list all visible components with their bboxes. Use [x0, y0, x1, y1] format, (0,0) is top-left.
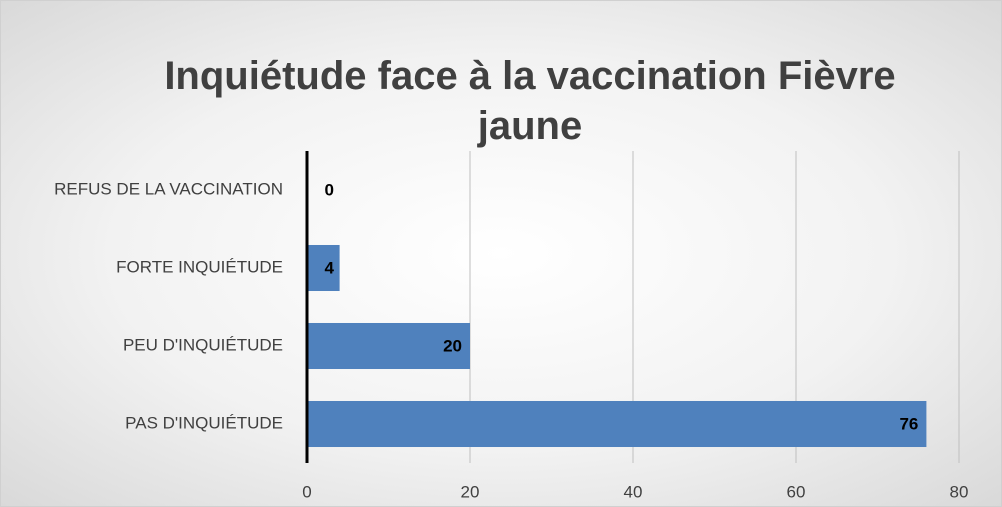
y-tick-label: PAS D'INQUIÉTUDE — [125, 413, 283, 432]
x-tick-label: 80 — [950, 482, 969, 501]
x-tick-label: 60 — [787, 482, 806, 501]
data-label: 0 — [325, 180, 334, 199]
chart-title: Inquiétude face à la vaccination Fièvre … — [164, 54, 896, 148]
x-tick-label: 20 — [461, 482, 480, 501]
bar — [307, 322, 470, 370]
y-tick-label: PEU D'INQUIÉTUDE — [123, 335, 283, 354]
y-tick-label: FORTE INQUIÉTUDE — [116, 257, 283, 276]
bar — [307, 244, 340, 292]
data-label: 4 — [325, 258, 335, 277]
data-label: 20 — [443, 336, 462, 355]
data-label: 76 — [899, 414, 918, 433]
y-tick-label: REFUS DE LA VACCINATION — [54, 179, 283, 198]
x-tick-label: 0 — [302, 482, 311, 501]
bar — [307, 400, 927, 448]
x-tick-label: 40 — [624, 482, 643, 501]
